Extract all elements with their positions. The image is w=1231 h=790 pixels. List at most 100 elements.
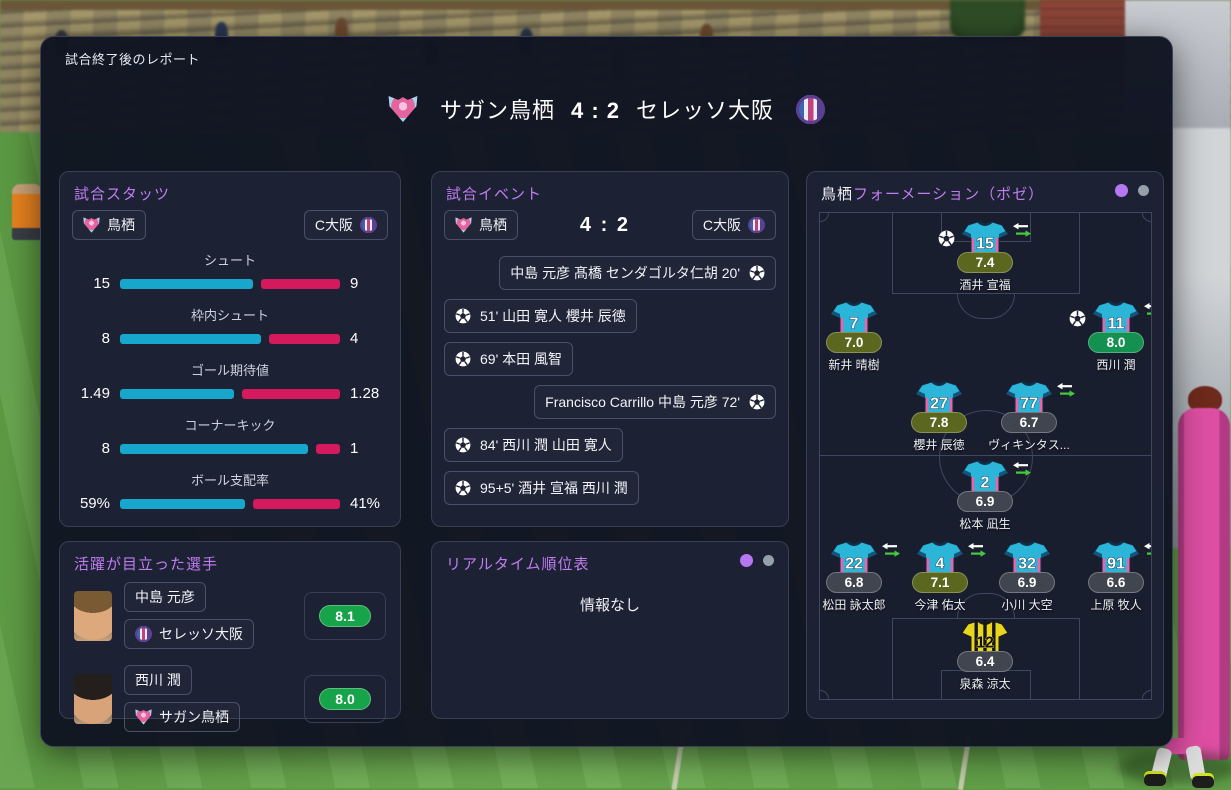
formation-player[interactable]: 77 77 6.7 ヴィキンタス... xyxy=(974,381,1084,453)
notable-players-panel: 活躍が目立った選手 中島 元彦 セレッソ大阪 8.1 xyxy=(59,541,401,732)
goal-ball-icon xyxy=(455,480,471,496)
player-photo xyxy=(74,673,112,724)
stat-label: ゴール期待値 xyxy=(190,363,269,378)
event-text: 69' 本田 風智 xyxy=(480,351,563,367)
corner-arc xyxy=(820,213,829,222)
pager-dot-active[interactable] xyxy=(1115,184,1128,197)
away-team-chip-label: C大阪 xyxy=(702,217,741,233)
player-name: ヴィキンタス... xyxy=(988,438,1070,452)
stat-bar-home xyxy=(120,498,246,509)
player-shirt: 7 xyxy=(830,301,878,339)
formation-player[interactable]: 7 7 7.0 新井 晴樹 xyxy=(820,301,909,373)
events-panel-title: 試合イベント xyxy=(446,186,543,203)
rating-box: 8.1 xyxy=(304,591,386,640)
no-information-text: 情報なし xyxy=(579,597,640,614)
player-match-rating: 7.1 xyxy=(912,572,968,593)
match-event-chip[interactable]: Francisco Carrillo 中島 元彦 72' xyxy=(534,385,776,419)
player-shirt: 4 xyxy=(916,541,964,579)
player-match-rating: 6.4 xyxy=(957,651,1013,672)
notable-player-row[interactable]: 西川 潤 サガン鳥栖 8.0 xyxy=(74,665,386,732)
formation-player[interactable]: 15 15 7.4 酒井 宣福 xyxy=(930,221,1040,293)
formation-title-rest: フォーメーション（ポゼ） xyxy=(853,186,1045,203)
match-event-chip[interactable]: 51' 山田 寛人 櫻井 辰徳 xyxy=(444,299,637,333)
event-text: 51' 山田 寛人 櫻井 辰徳 xyxy=(480,308,626,324)
corner-arc xyxy=(820,690,829,699)
formation-player[interactable]: 12 12 6.4 泉森 涼太 xyxy=(930,620,1040,692)
pager-dot-inactive[interactable] xyxy=(763,555,774,566)
player-name: 小川 大空 xyxy=(1001,598,1053,612)
svg-text:77: 77 xyxy=(1020,396,1038,413)
pager-dot-inactive[interactable] xyxy=(1138,185,1149,196)
formation-player[interactable]: 4 4 7.1 今津 佑太 xyxy=(885,541,995,613)
player-name: 新井 晴樹 xyxy=(828,358,880,372)
events-list: 中島 元彦 髙橋 センダゴルタ仁胡 20' 51' 山田 寛人 櫻井 辰徳 xyxy=(444,256,776,505)
pager-dot-active[interactable] xyxy=(740,554,753,567)
match-event-chip[interactable]: 95+5' 酒井 宣福 西川 潤 xyxy=(444,471,639,505)
home-team-chip[interactable]: 鳥栖 xyxy=(444,210,518,240)
svg-text:32: 32 xyxy=(1018,556,1036,573)
match-event-chip[interactable]: 中島 元彦 髙橋 センダゴルタ仁胡 20' xyxy=(499,256,776,290)
club-name: サガン鳥栖 xyxy=(159,709,229,725)
home-team-chip[interactable]: 鳥栖 xyxy=(72,210,146,240)
player-shirt: 22 xyxy=(830,541,878,579)
svg-text:4: 4 xyxy=(936,556,945,573)
formation-player[interactable]: 27 27 7.8 櫻井 辰徳 xyxy=(884,381,994,453)
player-club-chip[interactable]: セレッソ大阪 xyxy=(124,619,254,649)
stat-row: コーナーキック 8 1 xyxy=(72,415,388,457)
club-crest-icon xyxy=(135,626,152,642)
player-name-chip[interactable]: 中島 元彦 xyxy=(124,582,206,612)
club-name: セレッソ大阪 xyxy=(159,626,243,642)
stat-bar-home xyxy=(120,333,262,344)
rating-box: 8.0 xyxy=(304,674,386,723)
formation-team-name: 鳥栖 xyxy=(821,186,854,203)
svg-text:91: 91 xyxy=(1107,556,1125,573)
formation-player[interactable]: 22 22 6.8 松田 詠太郎 xyxy=(820,541,909,613)
player-match-rating: 8.1 xyxy=(319,604,371,627)
cerezo-osaka-crest-icon xyxy=(748,217,765,233)
match-event-chip[interactable]: 69' 本田 風智 xyxy=(444,342,574,376)
player-shirt: 11 xyxy=(1092,301,1140,339)
player-shirt: 27 xyxy=(915,381,963,419)
player-match-rating: 7.4 xyxy=(957,252,1013,273)
player-name: 今津 佑太 xyxy=(914,598,966,612)
stat-label: 枠内シュート xyxy=(190,308,269,323)
goalkeeper-shirt: 12 xyxy=(961,620,1009,658)
formation-player[interactable]: 91 91 6.6 上原 牧人 xyxy=(1061,541,1151,613)
formation-pitch: 15 15 7.4 酒井 宣福 xyxy=(819,212,1152,700)
player-club-chip[interactable]: サガン鳥栖 xyxy=(124,702,240,732)
stat-row: ボール支配率 59% 41% xyxy=(72,470,388,512)
player-name-chip[interactable]: 西川 潤 xyxy=(124,665,192,695)
stat-away-value: 41% xyxy=(350,495,381,512)
stat-home-value: 15 xyxy=(93,275,110,292)
away-team-chip[interactable]: C大阪 xyxy=(303,210,388,240)
substitution-icon xyxy=(1144,303,1151,322)
formation-player[interactable]: 2 2 6.9 松本 凪生 xyxy=(930,460,1040,532)
svg-text:11: 11 xyxy=(1108,316,1125,333)
player-name: 中島 元彦 xyxy=(135,589,195,605)
player-name: 泉森 涼太 xyxy=(959,677,1011,691)
sagan-tosu-crest-icon xyxy=(455,217,472,233)
notable-player-row[interactable]: 中島 元彦 セレッソ大阪 8.1 xyxy=(74,582,386,649)
formation-pager xyxy=(1115,184,1149,197)
stat-bar-away xyxy=(260,278,340,289)
goal-ball-icon xyxy=(455,437,471,453)
player-match-rating: 8.0 xyxy=(1088,332,1144,353)
match-event-chip[interactable]: 84' 西川 潤 山田 寛人 xyxy=(444,428,623,462)
penalty-box-bottom xyxy=(892,618,1080,699)
stat-home-value: 8 xyxy=(101,330,110,347)
stats-panel-title: 試合スタッツ xyxy=(74,186,171,203)
goal-ball-icon xyxy=(1069,310,1086,332)
steward-figure xyxy=(12,184,42,240)
formation-panel: 鳥栖フォーメーション（ポゼ） xyxy=(806,171,1164,719)
stat-bar-away xyxy=(316,443,340,454)
away-team-chip[interactable]: C大阪 xyxy=(691,210,776,240)
player-match-rating: 8.0 xyxy=(319,687,371,710)
events-score: 4 : 2 xyxy=(579,213,630,236)
player-name: 西川 潤 xyxy=(1096,358,1136,372)
stat-bar-home xyxy=(120,443,309,454)
stat-bar-away xyxy=(242,388,340,399)
formation-player[interactable]: 32 32 6.9 小川 大空 xyxy=(972,541,1082,613)
player-legs xyxy=(1118,738,1231,788)
formation-player[interactable]: 11 11 8.0 西川 潤 xyxy=(1061,301,1151,373)
stat-home-value: 1.49 xyxy=(80,385,110,402)
